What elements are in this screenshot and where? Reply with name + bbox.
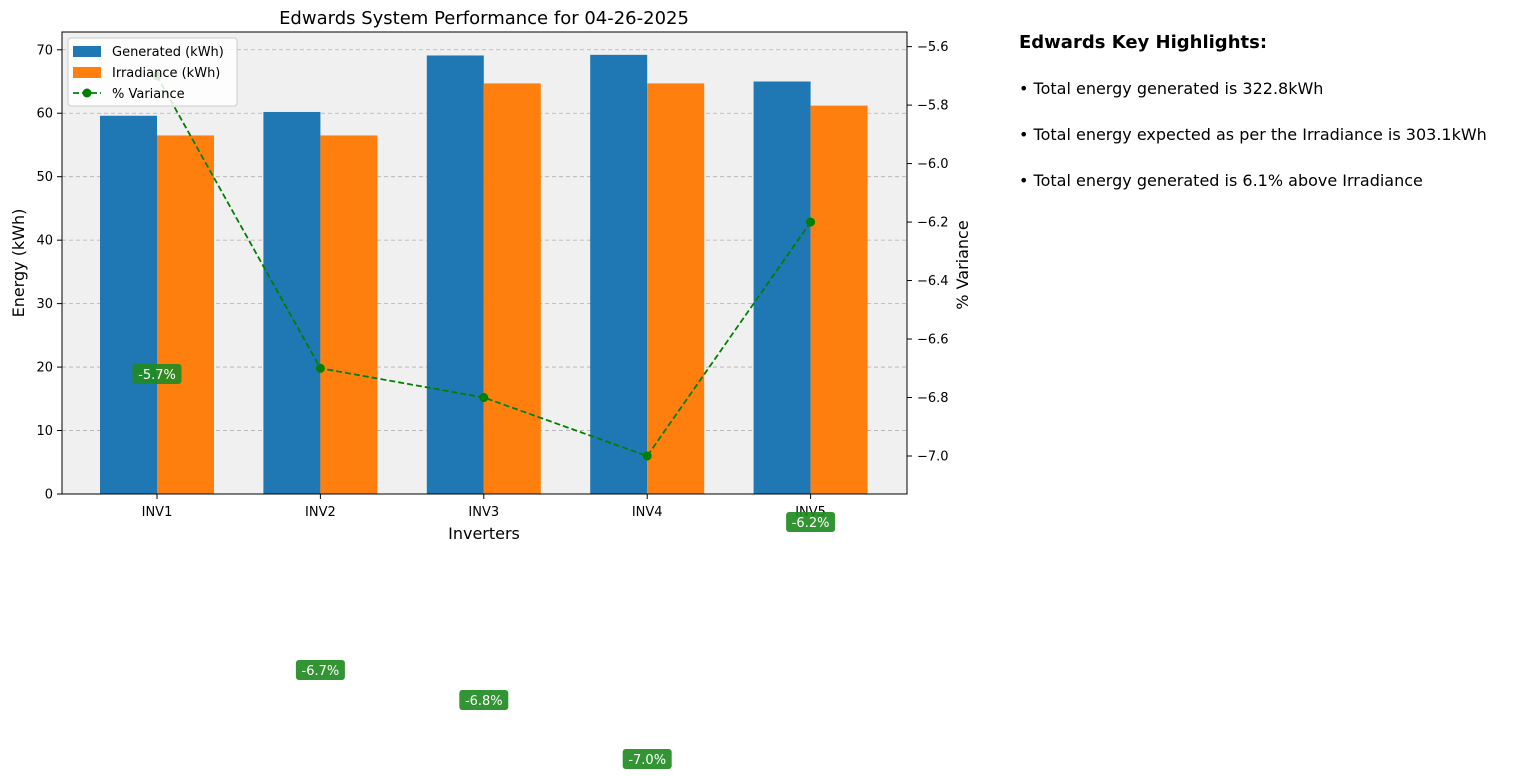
highlights-title: Edwards Key Highlights: [1019,32,1267,53]
bar-irradiance [483,83,541,495]
legend: Generated (kWh) Irradiance (kWh) % Varianc… [67,37,238,107]
x-tick-label: INV4 [632,505,663,520]
y2-tick-label: −6.6 [917,333,949,348]
highlight-item: • Total energy generated is 322.8kWh [1019,79,1323,98]
bar-irradiance [647,83,705,495]
y-tick-label: 30 [36,297,53,312]
bar-irradiance [810,105,868,494]
y2-tick-label: −6.4 [917,274,949,289]
legend-swatch-irradiance [73,67,101,78]
y2-tick-label: −5.8 [917,99,949,114]
legend-label-irradiance: Irradiance (kWh) [112,66,220,81]
y-tick-label: 20 [36,361,53,376]
bar-generated [753,81,811,494]
plot-frame [61,31,908,495]
variance-label-box [786,512,836,532]
y-tick-label: 10 [36,424,53,439]
x-tick-label: INV1 [142,505,173,520]
variance-label-box [132,364,182,384]
bar-generated [426,55,484,494]
legend-box [67,37,238,107]
variance-label: -6.7% [302,664,340,679]
y2-tick-label: −5.6 [917,40,949,55]
variance-label: -5.7% [138,368,176,383]
chart-title: Edwards System Performance for 04-26-202… [279,8,689,29]
bars [100,54,868,495]
x-axis: INV1INV2INV3INV4INV5 [142,494,826,520]
bar-generated [100,115,157,495]
bar-irradiance [320,135,378,494]
variance-labels: -5.7% -6.7% -6.8% -7.0% -6.2% [132,364,836,769]
y-tick-label: 60 [36,107,53,122]
bar-irradiance [157,135,214,494]
y-tick-label: 40 [36,234,53,249]
variance-label-box [622,749,672,769]
variance-point [315,363,325,373]
x-tick-label: INV3 [468,505,499,520]
variance-point [806,217,816,227]
legend-label-variance: % Variance [112,87,185,102]
legend-marker-variance [82,88,92,98]
variance-label: -6.2% [792,516,830,531]
x-tick-label: INV2 [305,505,336,520]
y-tick-label: 70 [36,43,53,58]
y-tick-label: 50 [36,170,53,185]
bar-generated [590,54,648,494]
y2-tick-label: −6.0 [917,157,949,172]
y-tick-label: 0 [45,488,53,503]
highlight-item: • Total energy generated is 6.1% above I… [1019,171,1423,190]
legend-label-generated: Generated (kWh) [112,45,224,60]
y2-tick-label: −7.0 [917,449,949,464]
bar-generated [263,111,321,494]
y2-tick-label: −6.2 [917,216,949,231]
y2-axis-label: % Variance [953,220,972,309]
y2-tick-label: −6.8 [917,391,949,406]
variance-label: -6.8% [465,694,503,709]
variance-label-box [459,690,509,710]
legend-swatch-generated [73,46,101,57]
variance-point [479,393,489,403]
highlight-item: • Total energy expected as per the Irrad… [1019,125,1487,144]
x-axis-label: Inverters [448,524,520,543]
variance-point [642,451,652,461]
variance-label: -7.0% [628,753,666,768]
y-axis-label: Energy (kWh) [9,209,28,318]
highlights-panel: Edwards Key Highlights: • Total energy g… [1019,32,1487,190]
variance-label-box [295,660,345,680]
left-axis: 0 10 20 30 40 50 60 70 [36,43,62,503]
right-axis: −5.6 −5.8 −6.0 −6.2 −6.4 −6.6 −6.8 −7.0 [907,40,949,464]
